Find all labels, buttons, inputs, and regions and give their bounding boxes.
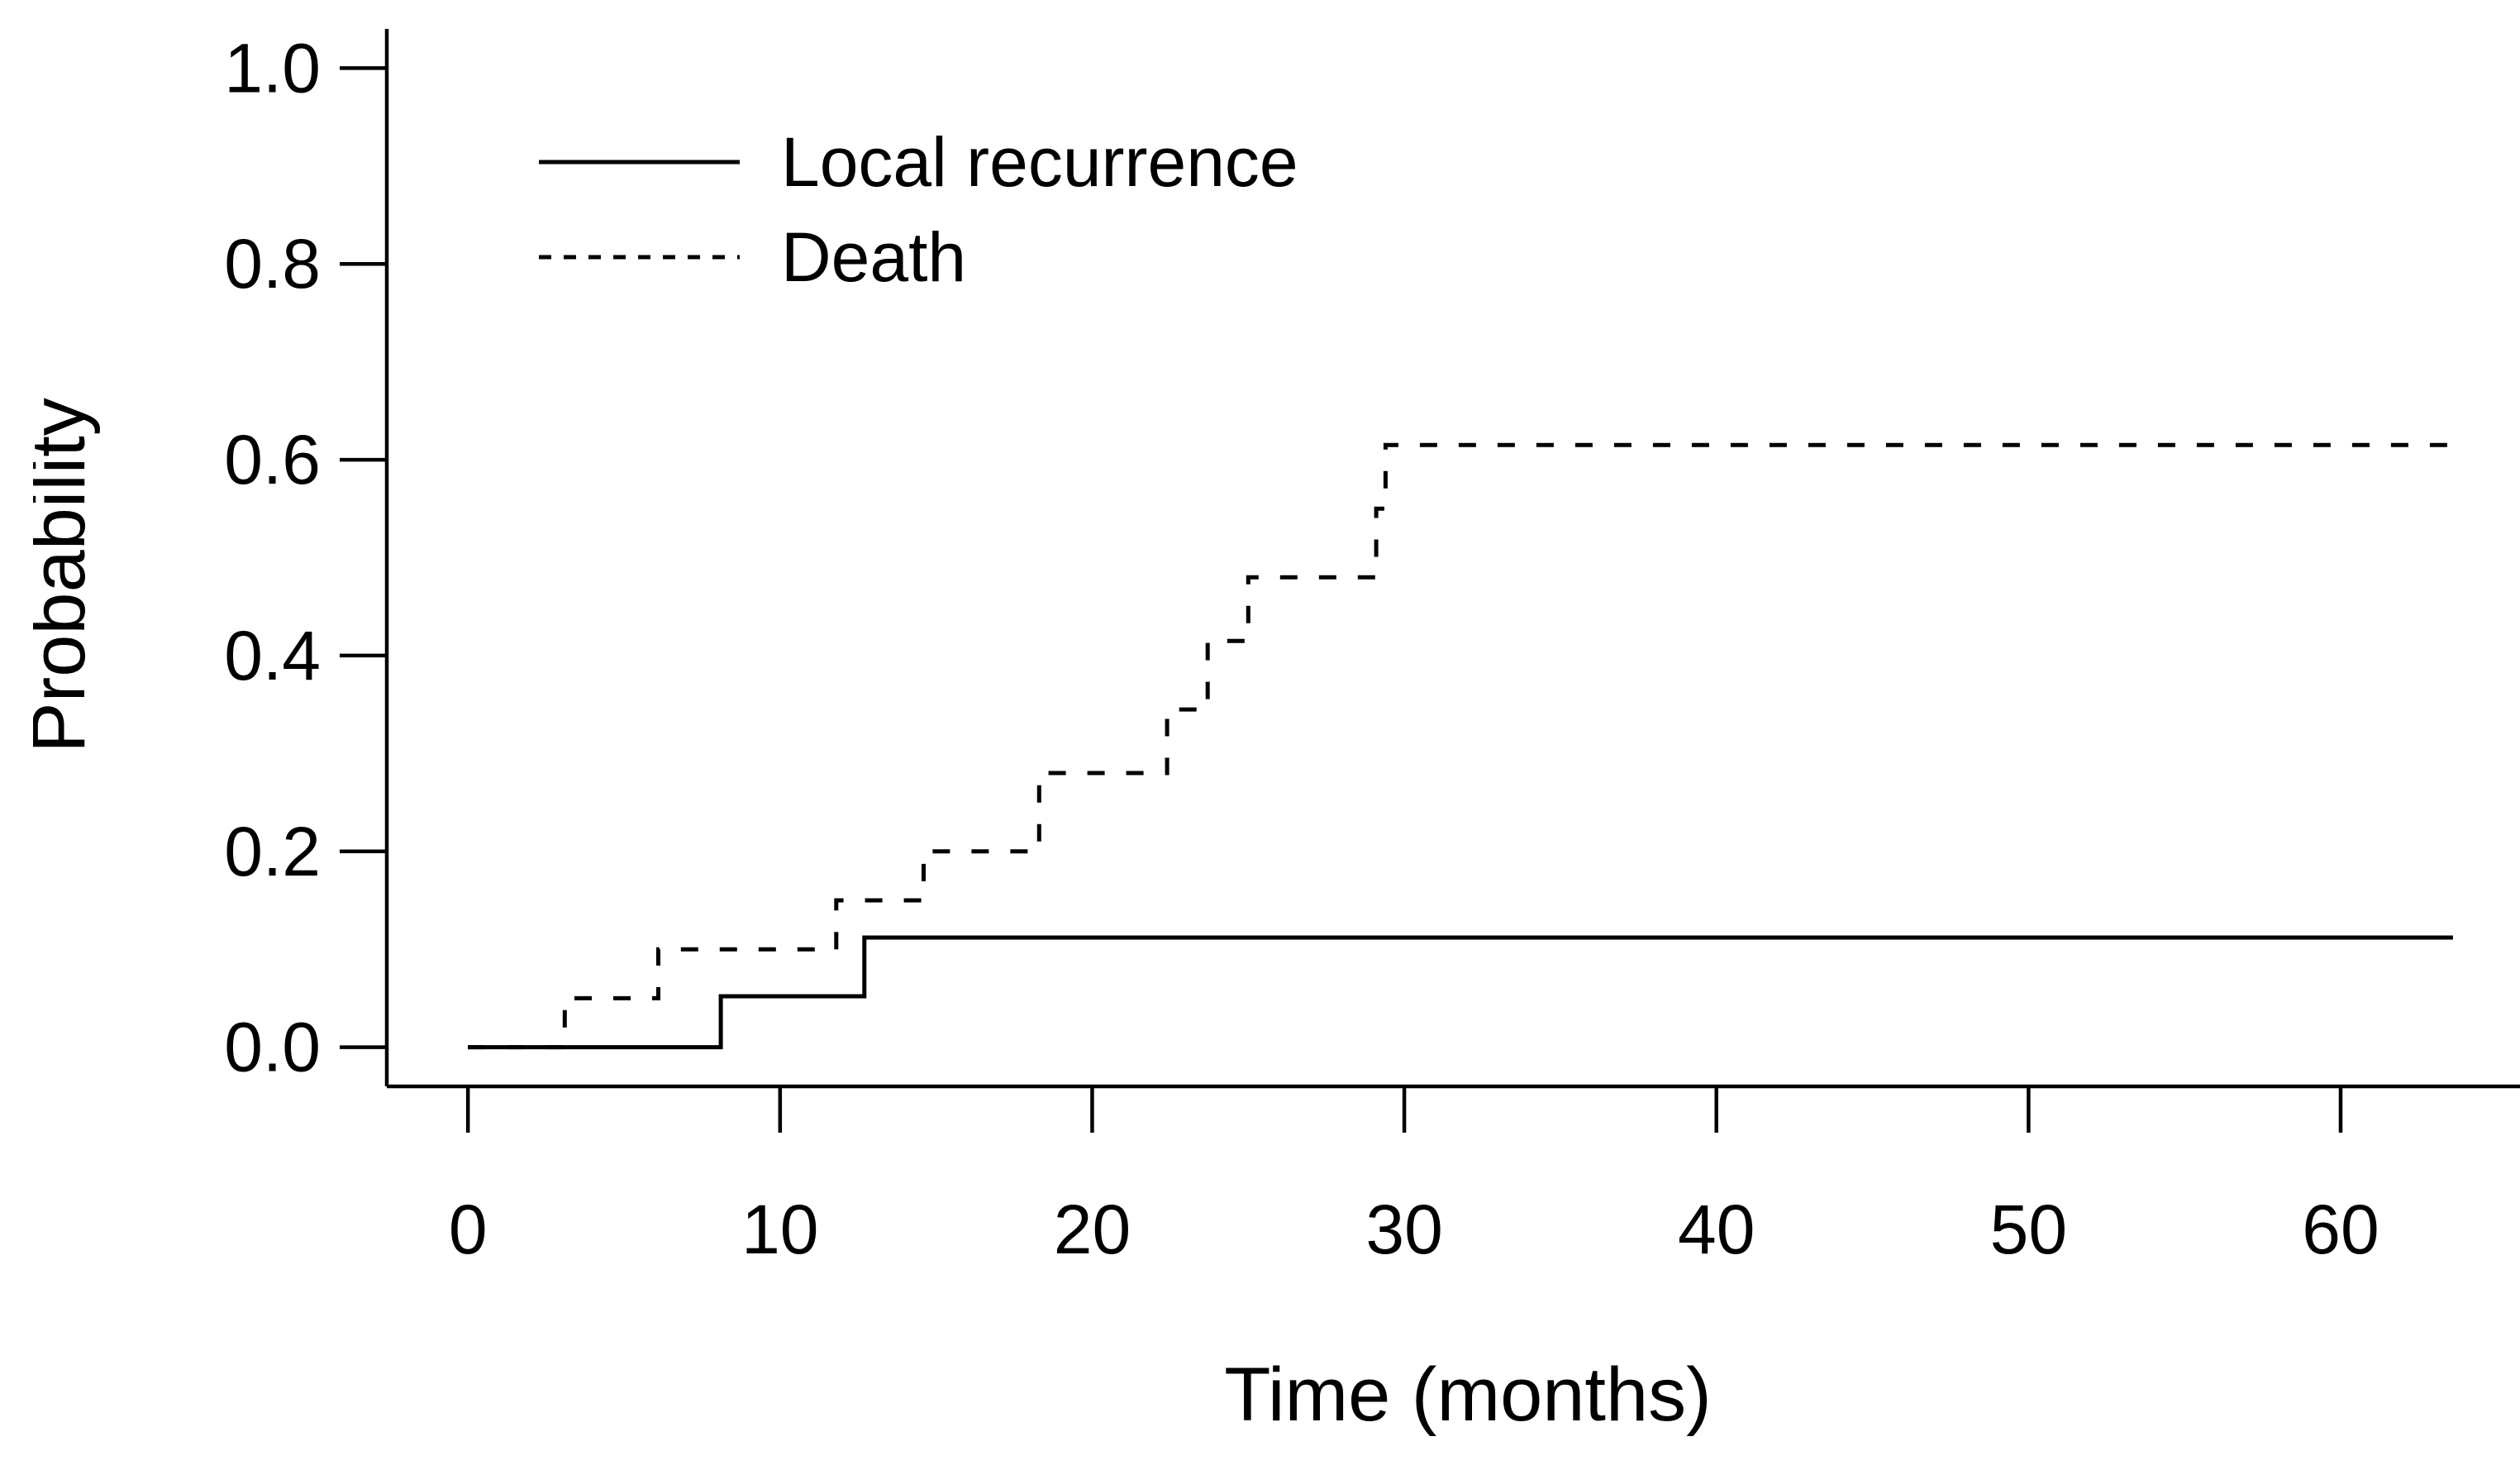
x-tick-label: 60 <box>2302 1191 2379 1268</box>
x-tick-label: 0 <box>449 1191 488 1268</box>
x-axis-tick-labels: 0 10 20 30 40 50 60 <box>449 1191 2379 1268</box>
series-group <box>468 442 2453 1050</box>
x-axis-title: Time (months) <box>1224 1353 1712 1437</box>
y-axis-ticks <box>340 66 387 1049</box>
legend-label-death: Death <box>781 218 966 296</box>
y-tick-label: 0.2 <box>224 813 321 890</box>
y-tick-label: 0.6 <box>224 421 321 499</box>
legend: Local recurrence Death <box>539 123 1298 296</box>
x-axis-ticks <box>465 1086 2343 1133</box>
y-axis-title: Probability <box>33 398 101 753</box>
y-axis: 0.0 0.2 0.4 0.6 0.8 1.0 Probability <box>33 29 389 1086</box>
survival-curve-figure: 0.0 0.2 0.4 0.6 0.8 1.0 Probability 0 10 20 30 40… <box>33 13 2520 1457</box>
x-axis: 0 10 20 30 40 50 60 Time (months) <box>387 1084 2520 1437</box>
x-tick-label: 20 <box>1054 1191 1131 1268</box>
x-tick-label: 10 <box>741 1191 818 1268</box>
y-tick-label: 0.8 <box>224 225 321 303</box>
legend-label-local-recurrence: Local recurrence <box>781 123 1298 201</box>
series-local-recurrence-line <box>468 935 2453 1050</box>
x-tick-label: 40 <box>1678 1191 1755 1268</box>
chart-canvas: 0.0 0.2 0.4 0.6 0.8 1.0 Probability 0 10 20 30 40… <box>33 29 2520 1437</box>
x-tick-label: 30 <box>1365 1191 1442 1268</box>
y-axis-tick-labels: 0.0 0.2 0.4 0.6 0.8 1.0 <box>224 29 321 1086</box>
series-death-line <box>468 442 2453 1050</box>
y-tick-label: 0.4 <box>224 617 321 694</box>
y-tick-label: 0.0 <box>224 1009 321 1086</box>
y-tick-label: 1.0 <box>224 29 321 107</box>
x-tick-label: 50 <box>1990 1191 2067 1268</box>
